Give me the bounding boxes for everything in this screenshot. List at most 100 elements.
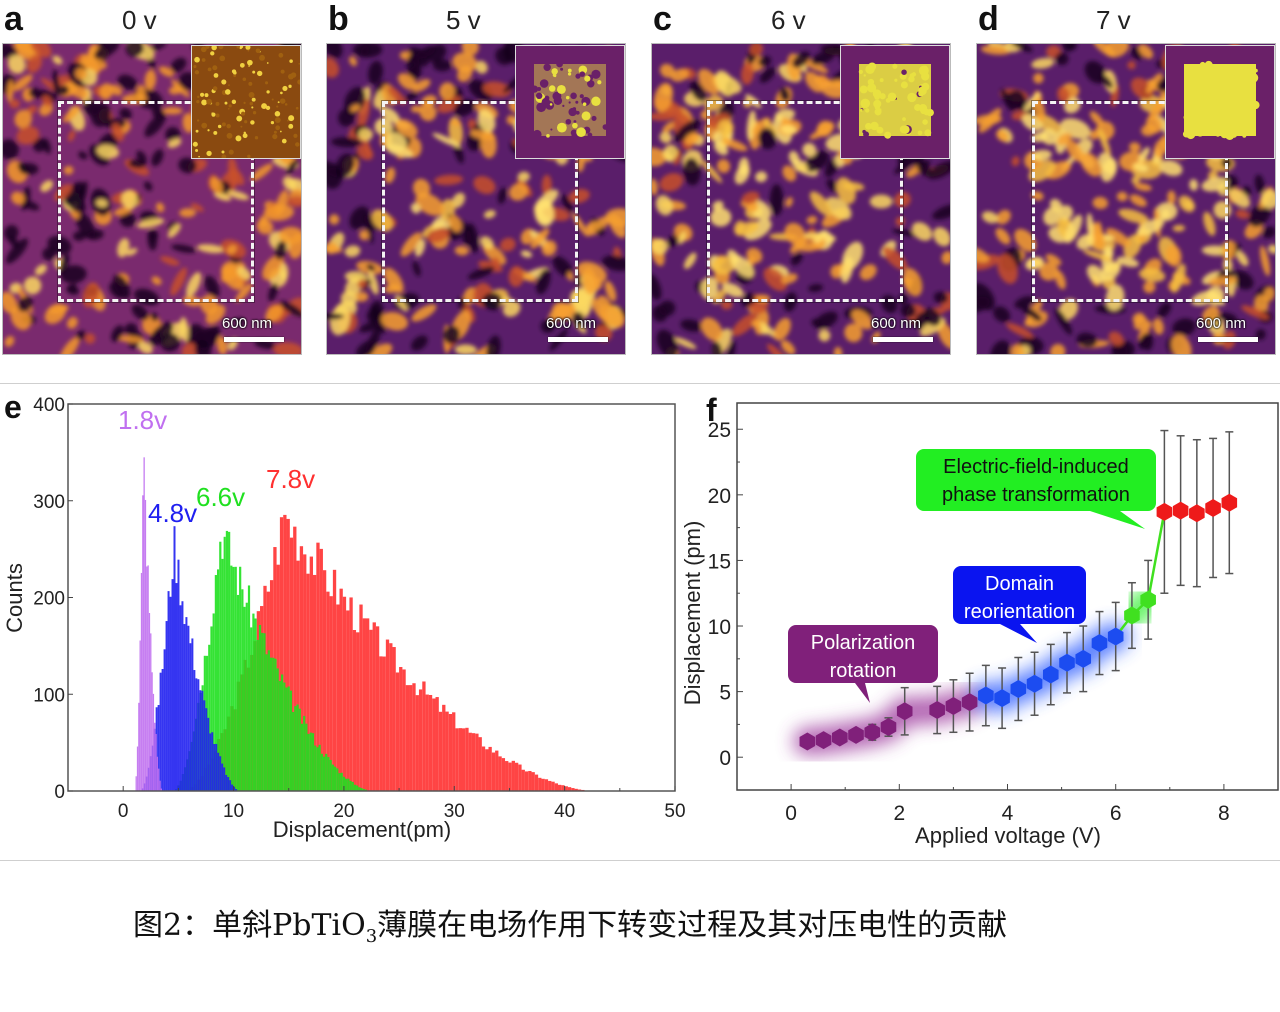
histogram-bar <box>571 788 575 791</box>
x-tick-label: 8 <box>1218 802 1230 825</box>
histogram-bar <box>359 604 363 791</box>
histogram-bar <box>272 657 275 791</box>
data-point <box>1107 627 1124 646</box>
histogram-bar <box>183 624 186 791</box>
histogram-bar <box>292 711 295 791</box>
histogram-bar <box>382 656 386 791</box>
histogram-bar <box>389 643 393 791</box>
histogram-bar <box>353 784 357 791</box>
histogram-bar <box>143 457 145 791</box>
histogram-bar <box>165 621 168 791</box>
panel-voltage-label: 6 v <box>771 5 806 35</box>
histogram-bar <box>189 643 192 791</box>
data-point <box>994 689 1010 708</box>
y-tick-label: 0 <box>54 782 65 803</box>
data-point <box>896 702 913 721</box>
x-axis-label: Applied voltage (V) <box>915 823 1101 848</box>
histogram-bar <box>289 690 293 791</box>
histogram-chart-e: e 0 10 20 30 40 50 0 100 200 300 400 1.8v 4.8v6.6v 7… <box>2 389 686 842</box>
histogram-bar <box>342 596 347 791</box>
pfm-image: 600 nm <box>976 43 1276 355</box>
scale-bar <box>873 337 933 342</box>
histogram-bar <box>392 647 396 791</box>
histogram-bar <box>425 694 429 791</box>
histogram-bar <box>233 786 236 791</box>
histogram-bar <box>505 761 509 791</box>
histogram-bar <box>199 690 202 791</box>
data-point <box>1059 653 1075 672</box>
panel-letter: c <box>653 0 672 38</box>
histogram-bar <box>171 579 174 791</box>
y-axis-label: Counts <box>2 563 27 633</box>
histogram-bar <box>320 753 323 791</box>
figure-caption: 图2：单斜PbTiO3薄膜在电场作用下转变过程及其对压电性的贡献 <box>133 900 1007 947</box>
histogram-bar <box>155 733 157 791</box>
panel-letter-e: e <box>4 389 22 425</box>
histogram-bar <box>287 686 290 791</box>
histogram-bar <box>329 596 333 791</box>
histogram-bar <box>322 570 327 791</box>
data-point <box>1026 674 1043 693</box>
histogram-bar <box>258 624 262 791</box>
histogram-bar <box>241 589 244 791</box>
histogram-bar <box>229 780 232 791</box>
histogram-bar <box>305 723 308 791</box>
callout-electric-field-induced: Electric-field-induced phase transformati… <box>916 449 1156 529</box>
histogram-bar <box>138 702 140 791</box>
data-point <box>1124 606 1140 625</box>
histogram-bar <box>554 783 559 791</box>
scale-bar <box>224 337 284 342</box>
data-point <box>1156 502 1173 521</box>
histogram-bar <box>369 629 373 791</box>
histogram-bar <box>345 778 348 791</box>
x-tick-label: 6 <box>1110 802 1122 825</box>
histogram-bar <box>221 558 224 791</box>
callout-text: Polarization <box>811 632 916 654</box>
y-tick-label: 200 <box>33 589 65 610</box>
data-point <box>1189 504 1205 523</box>
histogram-bar <box>163 649 166 791</box>
histogram-bar <box>211 732 214 791</box>
scatter-chart-f: f 0 2 4 6 8 0 5 10 15 20 25 Polarization rotation Do… <box>680 392 1279 848</box>
histogram-bar <box>445 711 449 791</box>
callout-text: Domain <box>985 573 1054 595</box>
histogram-bar <box>267 650 270 791</box>
histogram-bar <box>254 618 257 791</box>
y-tick-label: 100 <box>33 685 65 706</box>
histogram-bar <box>548 780 552 791</box>
callout-domain: Domain reorientation <box>953 566 1086 643</box>
pfm-image: 600 nm <box>651 43 951 355</box>
phase-transition-line <box>1114 511 1166 638</box>
series-label: 7.8v <box>266 464 315 494</box>
histogram-bar <box>299 546 304 791</box>
histogram-bar <box>534 774 539 791</box>
histogram-bar <box>521 769 525 791</box>
histogram-bar <box>567 787 572 791</box>
histogram-bar <box>346 610 350 791</box>
histogram-bar <box>191 638 194 791</box>
histogram-bar <box>298 708 301 791</box>
histogram-bar <box>197 679 200 791</box>
x-tick-label: 10 <box>223 801 244 822</box>
histogram-bar <box>159 672 162 791</box>
histogram-bar <box>210 626 213 791</box>
y-tick-label: 10 <box>708 616 731 639</box>
data-point <box>880 718 897 737</box>
histogram-bar <box>276 668 279 791</box>
histogram-bar <box>278 681 282 791</box>
histogram-bar <box>167 591 170 791</box>
histogram-bar <box>435 697 439 791</box>
data-point <box>1010 679 1027 698</box>
histogram-bar <box>281 674 284 791</box>
histogram-bar <box>342 776 346 791</box>
y-axis-label: Displacement (pm) <box>680 521 705 706</box>
histogram-bar <box>205 708 208 791</box>
histogram-bar <box>409 685 413 791</box>
histogram-bar <box>455 728 459 791</box>
pfm-image: 600 nm <box>326 43 626 355</box>
histogram-bar <box>314 745 317 791</box>
histogram-bar <box>311 733 315 791</box>
histogram-bar <box>169 596 172 791</box>
histogram-bar <box>144 499 147 791</box>
histogram-bar <box>245 602 248 791</box>
